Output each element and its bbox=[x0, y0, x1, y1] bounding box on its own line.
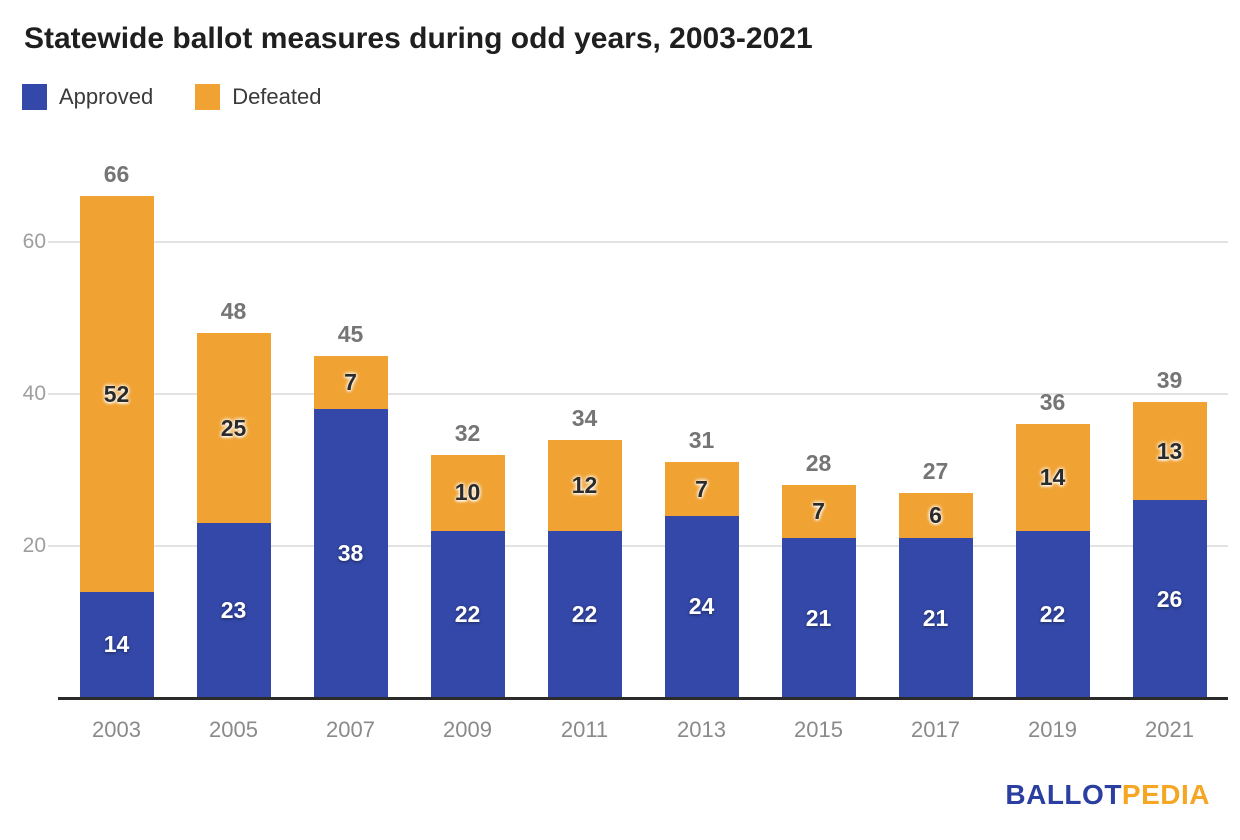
logo-ballot: BALLOT bbox=[1005, 779, 1122, 810]
approved-segment-2017: 21 bbox=[898, 538, 973, 698]
stacked-bar-2009: 10 22 bbox=[430, 454, 505, 698]
x-axis-label-2005: 2005 bbox=[209, 717, 258, 742]
total-label-2013: 31 bbox=[688, 427, 715, 454]
defeated-segment-2019: 14 bbox=[1015, 424, 1090, 531]
approved-segment-2009: 22 bbox=[430, 530, 505, 698]
x-axis-label-2013: 2013 bbox=[677, 717, 726, 742]
approved-swatch bbox=[22, 84, 47, 110]
x-axis-label-2011: 2011 bbox=[560, 717, 609, 742]
x-axis-label-2019: 2019 bbox=[1028, 717, 1077, 742]
plot-area: 52 14 66 2003 25 23 48 2005 7 38 45 2007 10 22 32 2009 1… bbox=[48, 150, 1228, 742]
defeated-segment-2011: 12 bbox=[547, 439, 622, 531]
approved-segment-2019: 22 bbox=[1015, 530, 1090, 698]
stacked-bar-2007: 7 38 bbox=[313, 356, 388, 698]
stacked-bar-2011: 12 22 bbox=[547, 439, 622, 698]
approved-segment-2003: 14 bbox=[79, 591, 154, 698]
bar-group-2005: 25 23 48 2005 bbox=[175, 150, 292, 742]
bar-group-2003: 52 14 66 2003 bbox=[58, 150, 175, 742]
stacked-bar-2015: 7 21 bbox=[781, 485, 856, 698]
gridline-60 bbox=[48, 241, 1228, 243]
defeated-segment-2009: 10 bbox=[430, 454, 505, 531]
total-label-2021: 39 bbox=[1156, 366, 1183, 393]
approved-segment-2013: 24 bbox=[664, 515, 739, 698]
total-label-2017: 27 bbox=[922, 457, 949, 484]
legend: Approved Defeated bbox=[22, 84, 321, 110]
defeated-swatch bbox=[195, 84, 221, 110]
bar-group-2013: 7 24 31 2013 bbox=[643, 150, 760, 742]
defeated-segment-2003: 52 bbox=[79, 196, 154, 592]
legend-item-approved: Approved bbox=[22, 84, 153, 110]
bar-group-2015: 7 21 28 2015 bbox=[760, 150, 877, 742]
bar-group-2021: 13 26 39 2021 bbox=[1111, 150, 1228, 742]
total-label-2005: 48 bbox=[220, 298, 247, 325]
y-axis-tick-40: 40 bbox=[22, 382, 46, 405]
x-axis-label-2009: 2009 bbox=[443, 717, 492, 742]
stacked-bar-2013: 7 24 bbox=[664, 462, 739, 698]
x-axis-line bbox=[58, 697, 1228, 700]
chart-title: Statewide ballot measures during odd yea… bbox=[24, 22, 813, 55]
defeated-segment-2017: 6 bbox=[898, 492, 973, 539]
x-axis-label-2003: 2003 bbox=[92, 717, 141, 742]
stacked-bar-2017: 6 21 bbox=[898, 492, 973, 698]
legend-item-defeated: Defeated bbox=[195, 84, 321, 110]
stacked-bar-2005: 25 23 bbox=[196, 333, 271, 698]
stacked-bar-2019: 14 22 bbox=[1015, 424, 1090, 698]
approved-segment-2005: 23 bbox=[196, 523, 271, 698]
x-axis-label-2007: 2007 bbox=[326, 717, 375, 742]
total-label-2019: 36 bbox=[1039, 389, 1066, 416]
x-axis-label-2021: 2021 bbox=[1145, 717, 1194, 742]
stacked-bar-2021: 13 26 bbox=[1132, 401, 1207, 698]
defeated-segment-2007: 7 bbox=[313, 356, 388, 410]
bar-group-2009: 10 22 32 2009 bbox=[409, 150, 526, 742]
approved-segment-2015: 21 bbox=[781, 538, 856, 698]
total-label-2007: 45 bbox=[337, 321, 364, 347]
legend-label-defeated: Defeated bbox=[232, 84, 322, 109]
approved-segment-2007: 38 bbox=[313, 409, 388, 698]
defeated-segment-2015: 7 bbox=[781, 485, 856, 539]
defeated-segment-2013: 7 bbox=[664, 462, 739, 516]
logo-pedia: PEDIA bbox=[1121, 779, 1210, 810]
y-axis-tick-60: 60 bbox=[22, 230, 46, 253]
approved-segment-2011: 22 bbox=[547, 530, 622, 698]
legend-label-approved: Approved bbox=[59, 84, 154, 109]
total-label-2011: 34 bbox=[571, 404, 598, 431]
approved-segment-2021: 26 bbox=[1132, 500, 1207, 698]
bar-group-2019: 14 22 36 2019 bbox=[994, 150, 1111, 742]
defeated-segment-2005: 25 bbox=[196, 333, 271, 524]
x-axis-label-2017: 2017 bbox=[911, 717, 960, 742]
y-axis-tick-20: 20 bbox=[22, 534, 46, 557]
total-label-2009: 32 bbox=[454, 419, 481, 446]
bar-group-2011: 12 22 34 2011 bbox=[526, 150, 643, 742]
total-label-2003: 66 bbox=[103, 161, 130, 188]
total-label-2015: 28 bbox=[805, 450, 832, 477]
bar-group-2017: 6 21 27 2017 bbox=[877, 150, 994, 742]
ballotpedia-logo: BALLOTPEDIA bbox=[1005, 779, 1210, 811]
bar-group-2007: 7 38 45 2007 bbox=[292, 150, 409, 742]
gridline-40 bbox=[48, 393, 1228, 395]
gridline-20 bbox=[48, 545, 1228, 547]
x-axis-label-2015: 2015 bbox=[794, 717, 843, 742]
stacked-bar-2003: 52 14 bbox=[79, 196, 154, 698]
defeated-segment-2021: 13 bbox=[1132, 401, 1207, 501]
